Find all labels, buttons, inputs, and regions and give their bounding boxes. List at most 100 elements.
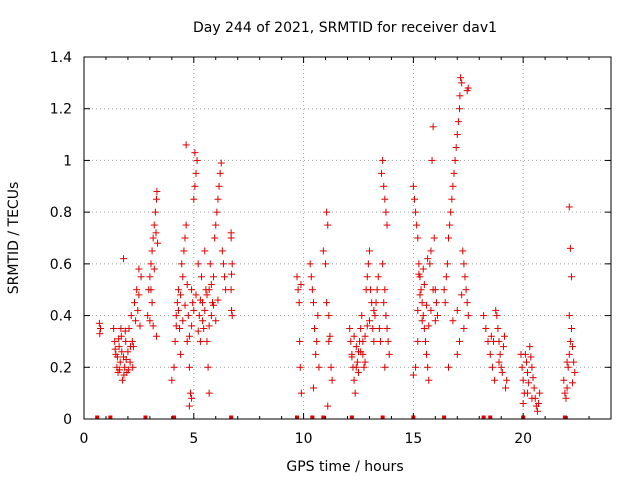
data-point [361, 332, 369, 340]
data-point [421, 337, 429, 345]
data-point [205, 286, 213, 294]
data-point [188, 286, 196, 294]
y-tick-label: 0.4 [50, 309, 72, 325]
data-point [374, 273, 382, 281]
data-point [217, 159, 225, 167]
data-point [127, 312, 135, 320]
data-point [456, 92, 464, 100]
data-point [149, 234, 157, 242]
data-point [530, 384, 538, 392]
data-point [454, 118, 462, 126]
data-point [563, 384, 571, 392]
data-point [325, 312, 333, 320]
data-points [95, 74, 579, 415]
data-point [323, 208, 331, 216]
data-point [228, 260, 236, 268]
data-point [111, 337, 119, 345]
data-point [519, 399, 527, 407]
data-point [150, 265, 158, 273]
data-point [183, 281, 191, 289]
data-point [150, 221, 158, 229]
data-point [146, 273, 154, 281]
data-point [148, 299, 156, 307]
data-point [211, 234, 219, 242]
data-point [152, 229, 160, 237]
data-point [417, 286, 425, 294]
data-point [293, 273, 301, 281]
data-point [463, 299, 471, 307]
data-point [482, 325, 490, 332]
grid [84, 57, 611, 419]
data-point [326, 332, 334, 340]
zero-marker [310, 415, 315, 420]
data-point [453, 131, 461, 139]
data-point [429, 286, 437, 294]
data-point [495, 358, 503, 366]
data-point [146, 317, 154, 325]
data-point [449, 317, 457, 325]
data-point [207, 312, 215, 320]
data-point [194, 260, 202, 268]
data-point [464, 312, 472, 320]
data-point [192, 291, 200, 299]
data-point [124, 366, 132, 374]
data-point [434, 312, 442, 320]
data-point [423, 301, 431, 309]
data-point [499, 343, 507, 351]
data-point [373, 286, 381, 294]
data-point [480, 312, 488, 320]
data-point [315, 363, 323, 371]
data-point [117, 325, 125, 332]
data-point [522, 358, 530, 366]
data-point [382, 312, 390, 320]
data-point [181, 234, 189, 242]
zero-marker [95, 415, 100, 420]
data-point [447, 208, 455, 216]
data-point [412, 208, 420, 216]
data-point [460, 325, 468, 332]
data-point [562, 394, 570, 402]
data-point [121, 327, 129, 335]
data-point [501, 332, 509, 340]
data-point [132, 317, 140, 325]
data-point [324, 402, 332, 410]
data-point [458, 291, 466, 299]
data-point [180, 247, 188, 255]
data-point [199, 317, 207, 325]
data-point [295, 299, 303, 307]
data-point [185, 402, 193, 410]
x-tick-label: 10 [295, 431, 313, 447]
data-point [136, 322, 144, 330]
data-point [185, 363, 193, 371]
data-point [126, 358, 134, 366]
data-point [425, 376, 433, 384]
data-point [221, 273, 229, 281]
data-point [192, 169, 200, 177]
data-point [190, 195, 198, 203]
data-point [363, 322, 371, 330]
data-point [193, 156, 201, 164]
data-point [567, 325, 575, 332]
data-point [129, 363, 137, 371]
data-point [178, 260, 186, 268]
data-point [214, 195, 222, 203]
data-point [127, 343, 135, 351]
zero-marker [143, 415, 148, 420]
data-point [498, 368, 506, 376]
data-point [460, 260, 468, 268]
data-point [120, 255, 128, 263]
data-point [445, 363, 453, 371]
data-point [113, 353, 121, 361]
data-point [360, 363, 368, 371]
data-point [323, 299, 331, 307]
data-point [453, 306, 461, 314]
data-point [177, 350, 185, 358]
data-point [125, 325, 133, 332]
y-tick-label: 0 [63, 412, 72, 428]
data-point [294, 286, 302, 294]
data-point [378, 169, 386, 177]
data-point [124, 348, 132, 356]
x-tick-label: 20 [514, 431, 532, 447]
data-point [569, 379, 577, 387]
data-point [144, 312, 152, 320]
